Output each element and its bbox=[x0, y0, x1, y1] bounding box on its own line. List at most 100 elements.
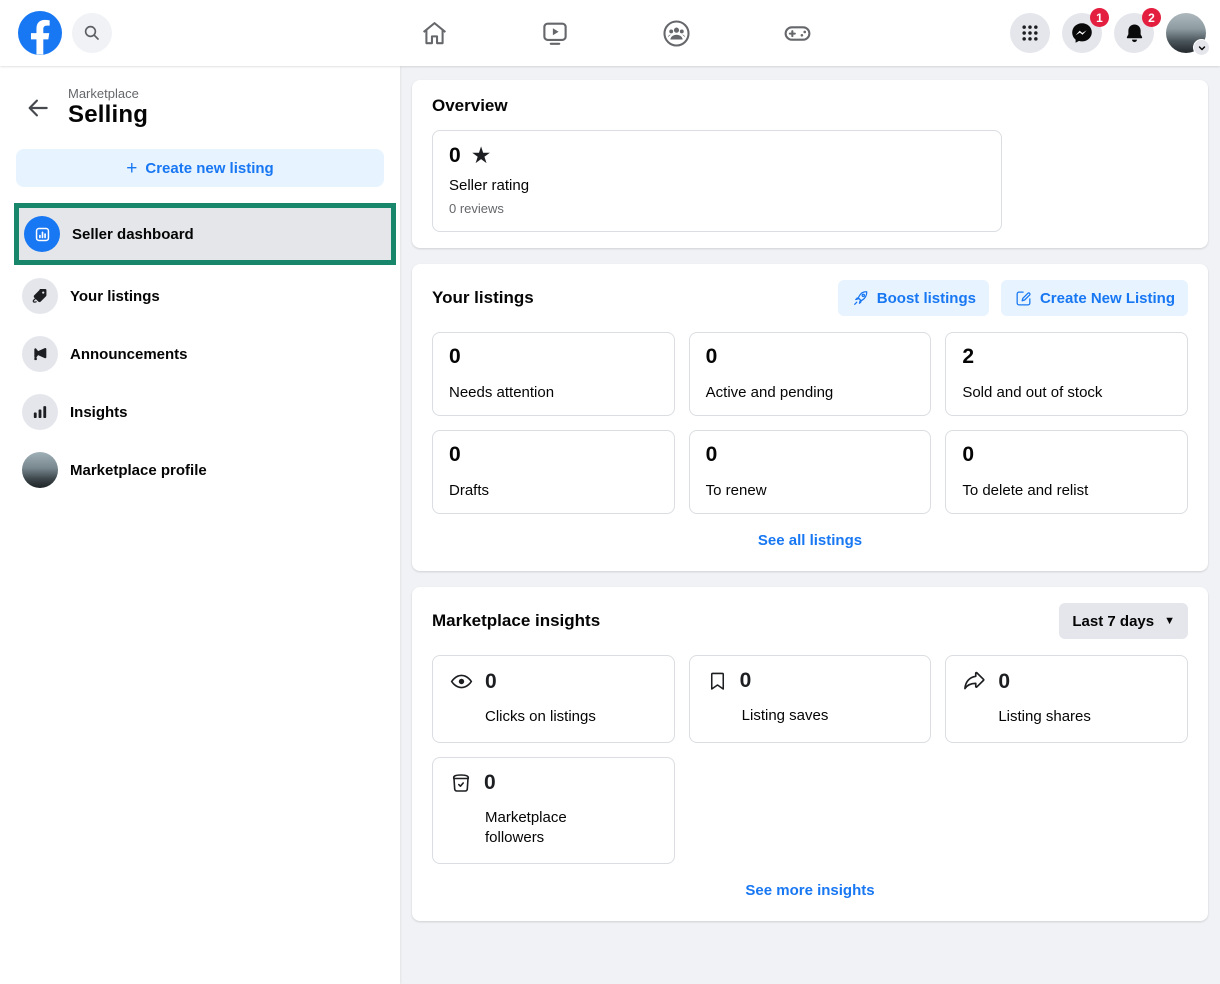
followers-icon bbox=[452, 774, 470, 792]
sidebar-menu: Seller dashboard Your listings Announcem bbox=[0, 195, 400, 499]
star-icon: ★ bbox=[470, 141, 492, 168]
back-arrow-icon bbox=[28, 99, 48, 116]
tab-watch[interactable] bbox=[531, 7, 579, 59]
seller-rating-value: 0 bbox=[449, 144, 461, 167]
your-listings-card: Your listings Boost listings Create N bbox=[412, 264, 1208, 571]
overview-title: Overview bbox=[432, 96, 508, 115]
sidebar-item-label: Your listings bbox=[70, 287, 160, 305]
sidebar-item-insights[interactable]: Insights bbox=[0, 383, 400, 441]
chevron-down-icon bbox=[1193, 39, 1210, 56]
search-button[interactable] bbox=[72, 13, 112, 53]
create-new-listing-main-label: Create New Listing bbox=[1039, 289, 1175, 307]
stat-value: 0 bbox=[449, 345, 461, 368]
see-all-listings-link[interactable]: See all listings bbox=[432, 532, 1188, 549]
insight-value: 0 bbox=[998, 669, 1011, 693]
stat-value: 0 bbox=[705, 345, 718, 368]
profile-avatar[interactable] bbox=[1166, 13, 1210, 56]
tab-home[interactable] bbox=[410, 7, 458, 59]
eye-icon bbox=[450, 674, 473, 689]
stat-label: Sold and out of stock bbox=[962, 384, 1103, 401]
megaphone-icon bbox=[22, 336, 58, 372]
facebook-logo[interactable] bbox=[18, 11, 62, 55]
tab-gaming[interactable] bbox=[774, 7, 822, 59]
date-range-dropdown[interactable]: Last 7 days ▼ bbox=[1059, 603, 1188, 639]
stat-label: Drafts bbox=[449, 482, 490, 499]
annotation-highlight-box: Seller dashboard bbox=[14, 203, 396, 265]
stat-active-and-pending[interactable]: 0 Active and pending bbox=[688, 332, 932, 416]
insight-label: Marketplace followers bbox=[485, 809, 567, 847]
stat-to-delete-and-relist[interactable]: 0 To delete and relist bbox=[945, 430, 1188, 514]
your-listings-title: Your listings bbox=[432, 288, 534, 307]
tab-groups[interactable] bbox=[653, 7, 701, 59]
insight-label: Clicks on listings bbox=[485, 708, 596, 725]
insights-title: Marketplace insights bbox=[432, 611, 601, 630]
page-title: Selling bbox=[68, 101, 149, 128]
sidebar-item-label: Seller dashboard bbox=[72, 225, 194, 243]
see-more-insights-link[interactable]: See more insights bbox=[432, 882, 1188, 899]
stat-drafts[interactable]: 0 Drafts bbox=[432, 430, 675, 514]
stat-label: To delete and relist bbox=[962, 482, 1089, 499]
create-new-listing-button-main[interactable]: Create New Listing bbox=[1000, 280, 1188, 316]
bell-icon bbox=[1126, 23, 1142, 42]
facebook-f-icon bbox=[30, 19, 50, 55]
breadcrumb: Marketplace bbox=[68, 86, 139, 101]
boost-listings-button[interactable]: Boost listings bbox=[837, 280, 989, 316]
home-icon bbox=[422, 21, 446, 44]
insight-value: 0 bbox=[485, 669, 497, 693]
stat-label: To renew bbox=[705, 482, 767, 499]
seller-rating-label: Seller rating bbox=[449, 177, 530, 194]
insight-marketplace-followers[interactable]: 0 Marketplace followers bbox=[432, 757, 675, 864]
stat-value: 0 bbox=[705, 443, 718, 466]
dashboard-content: Overview 0 ★ Seller rating 0 reviews You… bbox=[400, 66, 1220, 984]
plus-icon: + bbox=[126, 157, 138, 179]
sidebar-item-seller-dashboard[interactable]: Seller dashboard bbox=[19, 208, 391, 260]
reviews-count: 0 reviews bbox=[449, 201, 504, 216]
insight-listing-saves[interactable]: 0 Listing saves bbox=[688, 655, 932, 743]
insight-listing-shares[interactable]: 0 Listing shares bbox=[945, 655, 1188, 743]
sidebar-item-your-listings[interactable]: Your listings bbox=[0, 267, 400, 325]
stat-sold-and-out-of-stock[interactable]: 2 Sold and out of stock bbox=[945, 332, 1188, 416]
overview-card: Overview 0 ★ Seller rating 0 reviews bbox=[412, 80, 1208, 248]
sidebar-item-label: Announcements bbox=[70, 345, 188, 363]
insight-value: 0 bbox=[484, 771, 496, 794]
back-button[interactable] bbox=[24, 94, 52, 122]
caret-down-icon: ▼ bbox=[1164, 615, 1175, 627]
gaming-icon bbox=[785, 25, 811, 41]
insight-clicks-on-listings[interactable]: 0 Clicks on listings bbox=[432, 655, 675, 743]
apps-grid-icon bbox=[1022, 25, 1038, 41]
notifications-button[interactable]: 2 bbox=[1114, 8, 1161, 53]
bookmark-icon bbox=[710, 672, 724, 690]
compose-icon bbox=[1016, 291, 1031, 305]
selling-sidebar: Marketplace Selling + Create new listing… bbox=[0, 66, 400, 984]
apps-menu-button[interactable] bbox=[1010, 13, 1050, 53]
stat-value: 0 bbox=[449, 443, 461, 466]
insight-value: 0 bbox=[739, 669, 752, 692]
notifications-badge: 2 bbox=[1142, 8, 1161, 27]
stat-value: 0 bbox=[962, 443, 975, 466]
search-icon bbox=[84, 25, 99, 40]
insight-label: Listing saves bbox=[741, 707, 829, 724]
rocket-icon bbox=[853, 290, 868, 305]
tag-icon bbox=[22, 278, 58, 314]
groups-icon bbox=[663, 19, 690, 47]
insight-label: Listing shares bbox=[998, 708, 1091, 725]
stat-needs-attention[interactable]: 0 Needs attention bbox=[432, 332, 675, 416]
sidebar-item-label: Marketplace profile bbox=[70, 461, 207, 479]
dashboard-icon bbox=[24, 216, 60, 252]
sidebar-item-label: Insights bbox=[70, 403, 128, 421]
sidebar-item-marketplace-profile[interactable]: Marketplace profile bbox=[0, 441, 400, 499]
listings-stats-grid: 0 Needs attention 0 Active and pending 2… bbox=[432, 332, 1188, 514]
messenger-button[interactable]: 1 bbox=[1062, 8, 1109, 53]
stat-label: Active and pending bbox=[705, 384, 834, 401]
main-nav-tabs bbox=[398, 0, 834, 66]
insights-stats-grid: 0 Clicks on listings 0 Listing saves bbox=[432, 655, 1188, 864]
stat-to-renew[interactable]: 0 To renew bbox=[688, 430, 932, 514]
watch-icon bbox=[543, 22, 568, 45]
stat-label: Needs attention bbox=[449, 384, 555, 401]
share-icon bbox=[964, 671, 985, 690]
sidebar-item-announcements[interactable]: Announcements bbox=[0, 325, 400, 383]
create-new-listing-button[interactable]: + Create new listing bbox=[16, 149, 384, 187]
messenger-badge: 1 bbox=[1090, 8, 1109, 27]
seller-rating-box[interactable]: 0 ★ Seller rating 0 reviews bbox=[432, 130, 1002, 232]
bar-chart-icon bbox=[22, 394, 58, 430]
